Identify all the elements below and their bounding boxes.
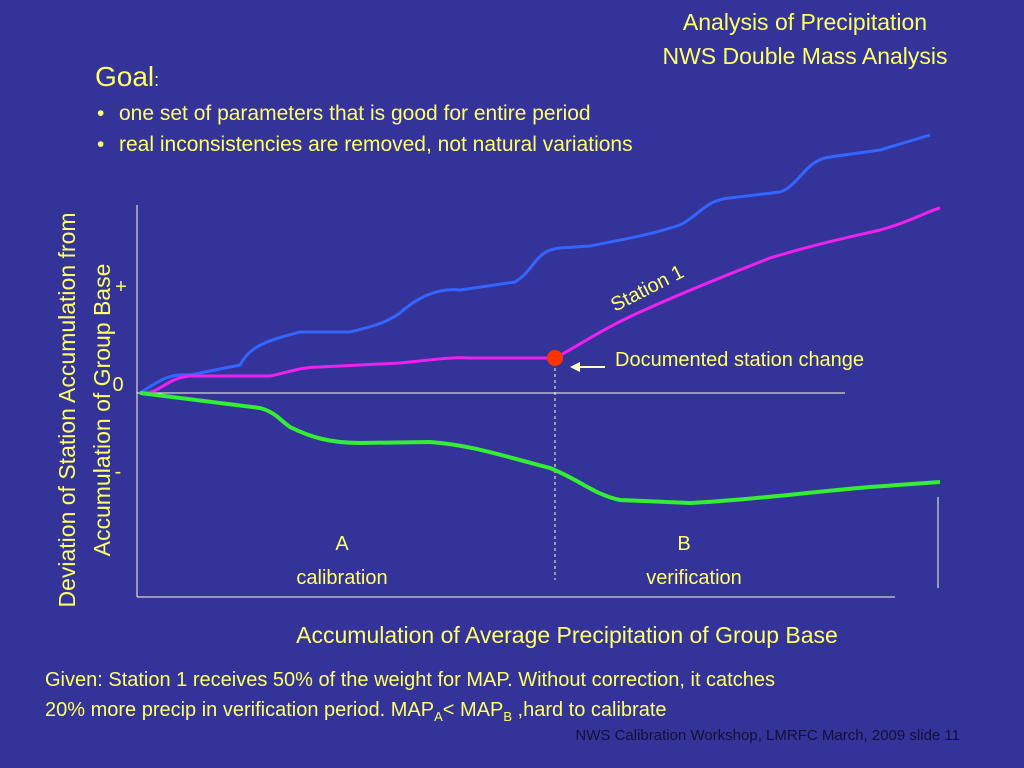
note-text: < MAP [443,699,504,721]
arrow-head [570,362,580,372]
change-dot [547,350,563,366]
title-line: Analysis of Precipitation [683,9,927,35]
subscript: A [434,709,443,724]
bullet: one set of parameters that is good for e… [119,102,591,125]
change-label: Documented station change [615,349,864,371]
footer: NWS Calibration Workshop, LMRFC March, 2… [575,727,960,744]
period-letter: A [335,533,349,555]
y-axis-label: Deviation of Station Accumulation from [54,212,80,607]
subscript: B [503,709,512,724]
bullet: real inconsistencies are removed, not na… [119,133,633,156]
goal-colon: : [154,70,159,90]
minus: - [115,461,122,483]
note-line: 20% more precip in verification period. … [45,699,667,724]
green-curve [139,391,941,506]
zero: 0 [112,374,123,396]
plus: + [115,276,127,298]
blue-curve [139,133,931,395]
title-line: NWS Double Mass Analysis [662,43,947,69]
y-axis-label: Accumulation of Group Base [89,264,115,557]
station-curve [139,206,941,395]
period-letter: B [677,533,690,555]
goal-word: Goal [95,61,154,92]
axes [136,205,939,598]
goal-heading: Goal: [95,61,159,92]
x-axis-label: Accumulation of Average Precipitation of… [296,622,838,648]
note-line: Given: Station 1 receives 50% of the wei… [45,669,775,691]
bullet-dot: • [97,102,104,125]
bullet-dot: • [97,133,104,156]
note-text: ,hard to calibrate [512,699,667,721]
period-name: verification [646,567,742,589]
note-text: 20% more precip in verification period. … [45,699,434,721]
period-name: calibration [296,567,387,589]
